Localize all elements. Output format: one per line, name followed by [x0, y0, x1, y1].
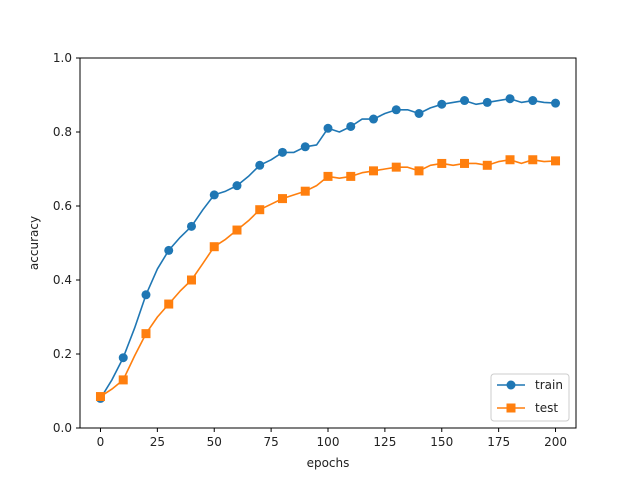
- data-point-train: [209, 190, 219, 200]
- data-point-test: [118, 375, 128, 385]
- data-point-test: [277, 194, 287, 204]
- legend-test-label: test: [535, 401, 558, 415]
- y-tick-label: 0.4: [53, 273, 72, 287]
- data-point-train: [323, 123, 333, 133]
- data-point-train: [164, 245, 174, 255]
- legend: train test: [490, 373, 570, 422]
- data-point-train: [369, 114, 379, 124]
- data-point-train: [482, 97, 492, 107]
- data-point-test: [391, 162, 401, 172]
- data-point-test: [164, 299, 174, 309]
- legend-train-label: train: [535, 378, 563, 392]
- data-point-train: [232, 181, 242, 191]
- data-point-train: [437, 99, 447, 109]
- y-axis-label: accuracy: [27, 216, 41, 270]
- data-point-test: [369, 166, 379, 176]
- series-layer: [95, 94, 561, 403]
- data-point-test: [141, 329, 151, 339]
- data-point-test: [346, 171, 356, 181]
- legend-test-marker: [506, 403, 516, 413]
- y-tick-label: 0.0: [53, 421, 72, 435]
- data-point-train: [505, 94, 515, 104]
- data-point-test: [551, 156, 561, 166]
- data-point-train: [391, 105, 401, 115]
- data-point-train: [118, 353, 128, 363]
- data-point-test: [482, 160, 492, 170]
- data-point-test: [255, 205, 265, 215]
- x-tick-label: 100: [317, 435, 340, 449]
- data-point-test: [323, 171, 333, 181]
- y-tick-label: 1.0: [53, 51, 72, 65]
- x-tick-label: 125: [373, 435, 396, 449]
- data-point-train: [255, 160, 265, 170]
- x-tick-label: 175: [487, 435, 510, 449]
- data-point-train: [460, 96, 470, 106]
- data-point-train: [277, 147, 287, 157]
- x-tick-label: 150: [430, 435, 453, 449]
- data-point-test: [437, 158, 447, 168]
- data-point-train: [414, 109, 424, 118]
- data-point-train: [346, 121, 356, 131]
- data-point-train: [141, 290, 151, 300]
- x-tick-label: 75: [263, 435, 278, 449]
- x-tick-label: 0: [97, 435, 105, 449]
- x-tick-label: 25: [150, 435, 165, 449]
- data-point-test: [186, 275, 196, 285]
- x-axis-ticks: 0 25 50 75 100 125 150 175 200: [97, 428, 567, 449]
- data-point-test: [209, 242, 219, 252]
- x-tick-label: 200: [544, 435, 567, 449]
- y-tick-label: 0.8: [53, 125, 72, 139]
- data-point-test: [528, 155, 538, 165]
- data-point-train: [300, 142, 310, 152]
- y-axis-ticks: 0.0 0.2 0.4 0.6 0.8 1.0: [53, 51, 80, 435]
- data-point-train: [528, 96, 538, 106]
- data-point-train: [551, 98, 561, 108]
- data-point-test: [300, 186, 310, 196]
- data-point-train: [186, 221, 196, 231]
- y-tick-label: 0.6: [53, 199, 72, 213]
- y-tick-label: 0.2: [53, 347, 72, 361]
- data-point-test: [460, 158, 470, 168]
- x-axis-label: epochs: [307, 456, 350, 470]
- legend-train-marker: [506, 380, 516, 390]
- data-point-test: [414, 166, 424, 176]
- plot-area: [80, 58, 576, 428]
- data-point-test: [232, 225, 242, 235]
- x-tick-label: 50: [207, 435, 222, 449]
- data-point-test: [505, 155, 515, 165]
- data-point-test: [95, 392, 105, 402]
